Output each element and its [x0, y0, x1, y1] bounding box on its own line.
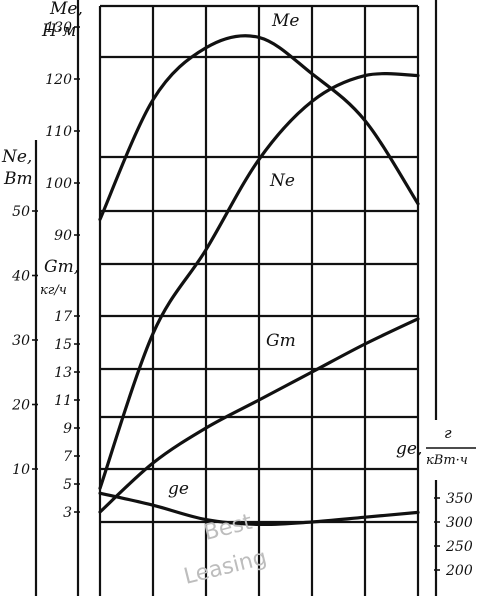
ne-tick-label: 20: [11, 398, 30, 414]
gt-tick-label: 7: [63, 449, 72, 465]
me-tick-label: 130: [45, 20, 72, 36]
ne-tick-label: 50: [12, 204, 30, 220]
chart-axes: [34, 0, 438, 596]
ne-tick-label: 10: [12, 462, 30, 478]
gt-axis-title: Gт,: [44, 257, 79, 277]
me-tick-label: 100: [45, 176, 72, 192]
ne-axis-title: Nе,: [1, 147, 32, 167]
ge-tick-label: 350: [446, 491, 473, 507]
ge-tick-label: 200: [445, 563, 473, 579]
me-curve-label: Mе: [271, 11, 299, 31]
me-axis-title: Mе,: [49, 0, 83, 19]
ge-axis-unit-numerator: г: [444, 424, 452, 442]
ge-axis-title: gе,: [396, 439, 422, 459]
watermark-line2: Leasing: [181, 545, 269, 590]
ne-curve-label: Nе: [269, 171, 295, 191]
gt-curve-label: Gт: [266, 331, 296, 351]
ne-tick-label: 30: [12, 333, 30, 349]
ne-tick-label: 40: [11, 269, 30, 285]
ge-tick-label: 300: [446, 515, 473, 531]
gt-tick-label: 15: [54, 337, 72, 353]
me-axis-unit: Н·м: [41, 21, 76, 41]
gt-tick-label: 13: [54, 365, 72, 381]
ge-curve-label: gе: [168, 479, 189, 499]
watermark-line1: Best: [201, 510, 255, 546]
chart-grid: [98, 4, 420, 596]
chart-series: [98, 34, 420, 527]
gt-tick-label: 11: [54, 393, 72, 409]
ge-axis-unit-denominator: кВт·ч: [426, 453, 468, 468]
gt-axis-unit: кг/ч: [40, 283, 67, 298]
gt-tick-label: 5: [63, 477, 72, 493]
gt-tick-label: 9: [63, 421, 72, 437]
ne-axis-unit: Вт: [3, 169, 33, 189]
gt-tick-label: 3: [63, 505, 72, 521]
series-line-ne: [98, 72, 420, 490]
me-tick-label: 120: [45, 72, 72, 88]
me-tick-label: 90: [54, 228, 72, 244]
me-tick-label: 110: [45, 124, 72, 140]
ge-tick-label: 250: [445, 539, 473, 555]
gt-tick-label: 17: [54, 309, 72, 325]
tick-labels: 130 120 110 100 90 50 40 30 20 10 17 15 13 11 9 7 5 3 350 3…: [11, 20, 473, 579]
